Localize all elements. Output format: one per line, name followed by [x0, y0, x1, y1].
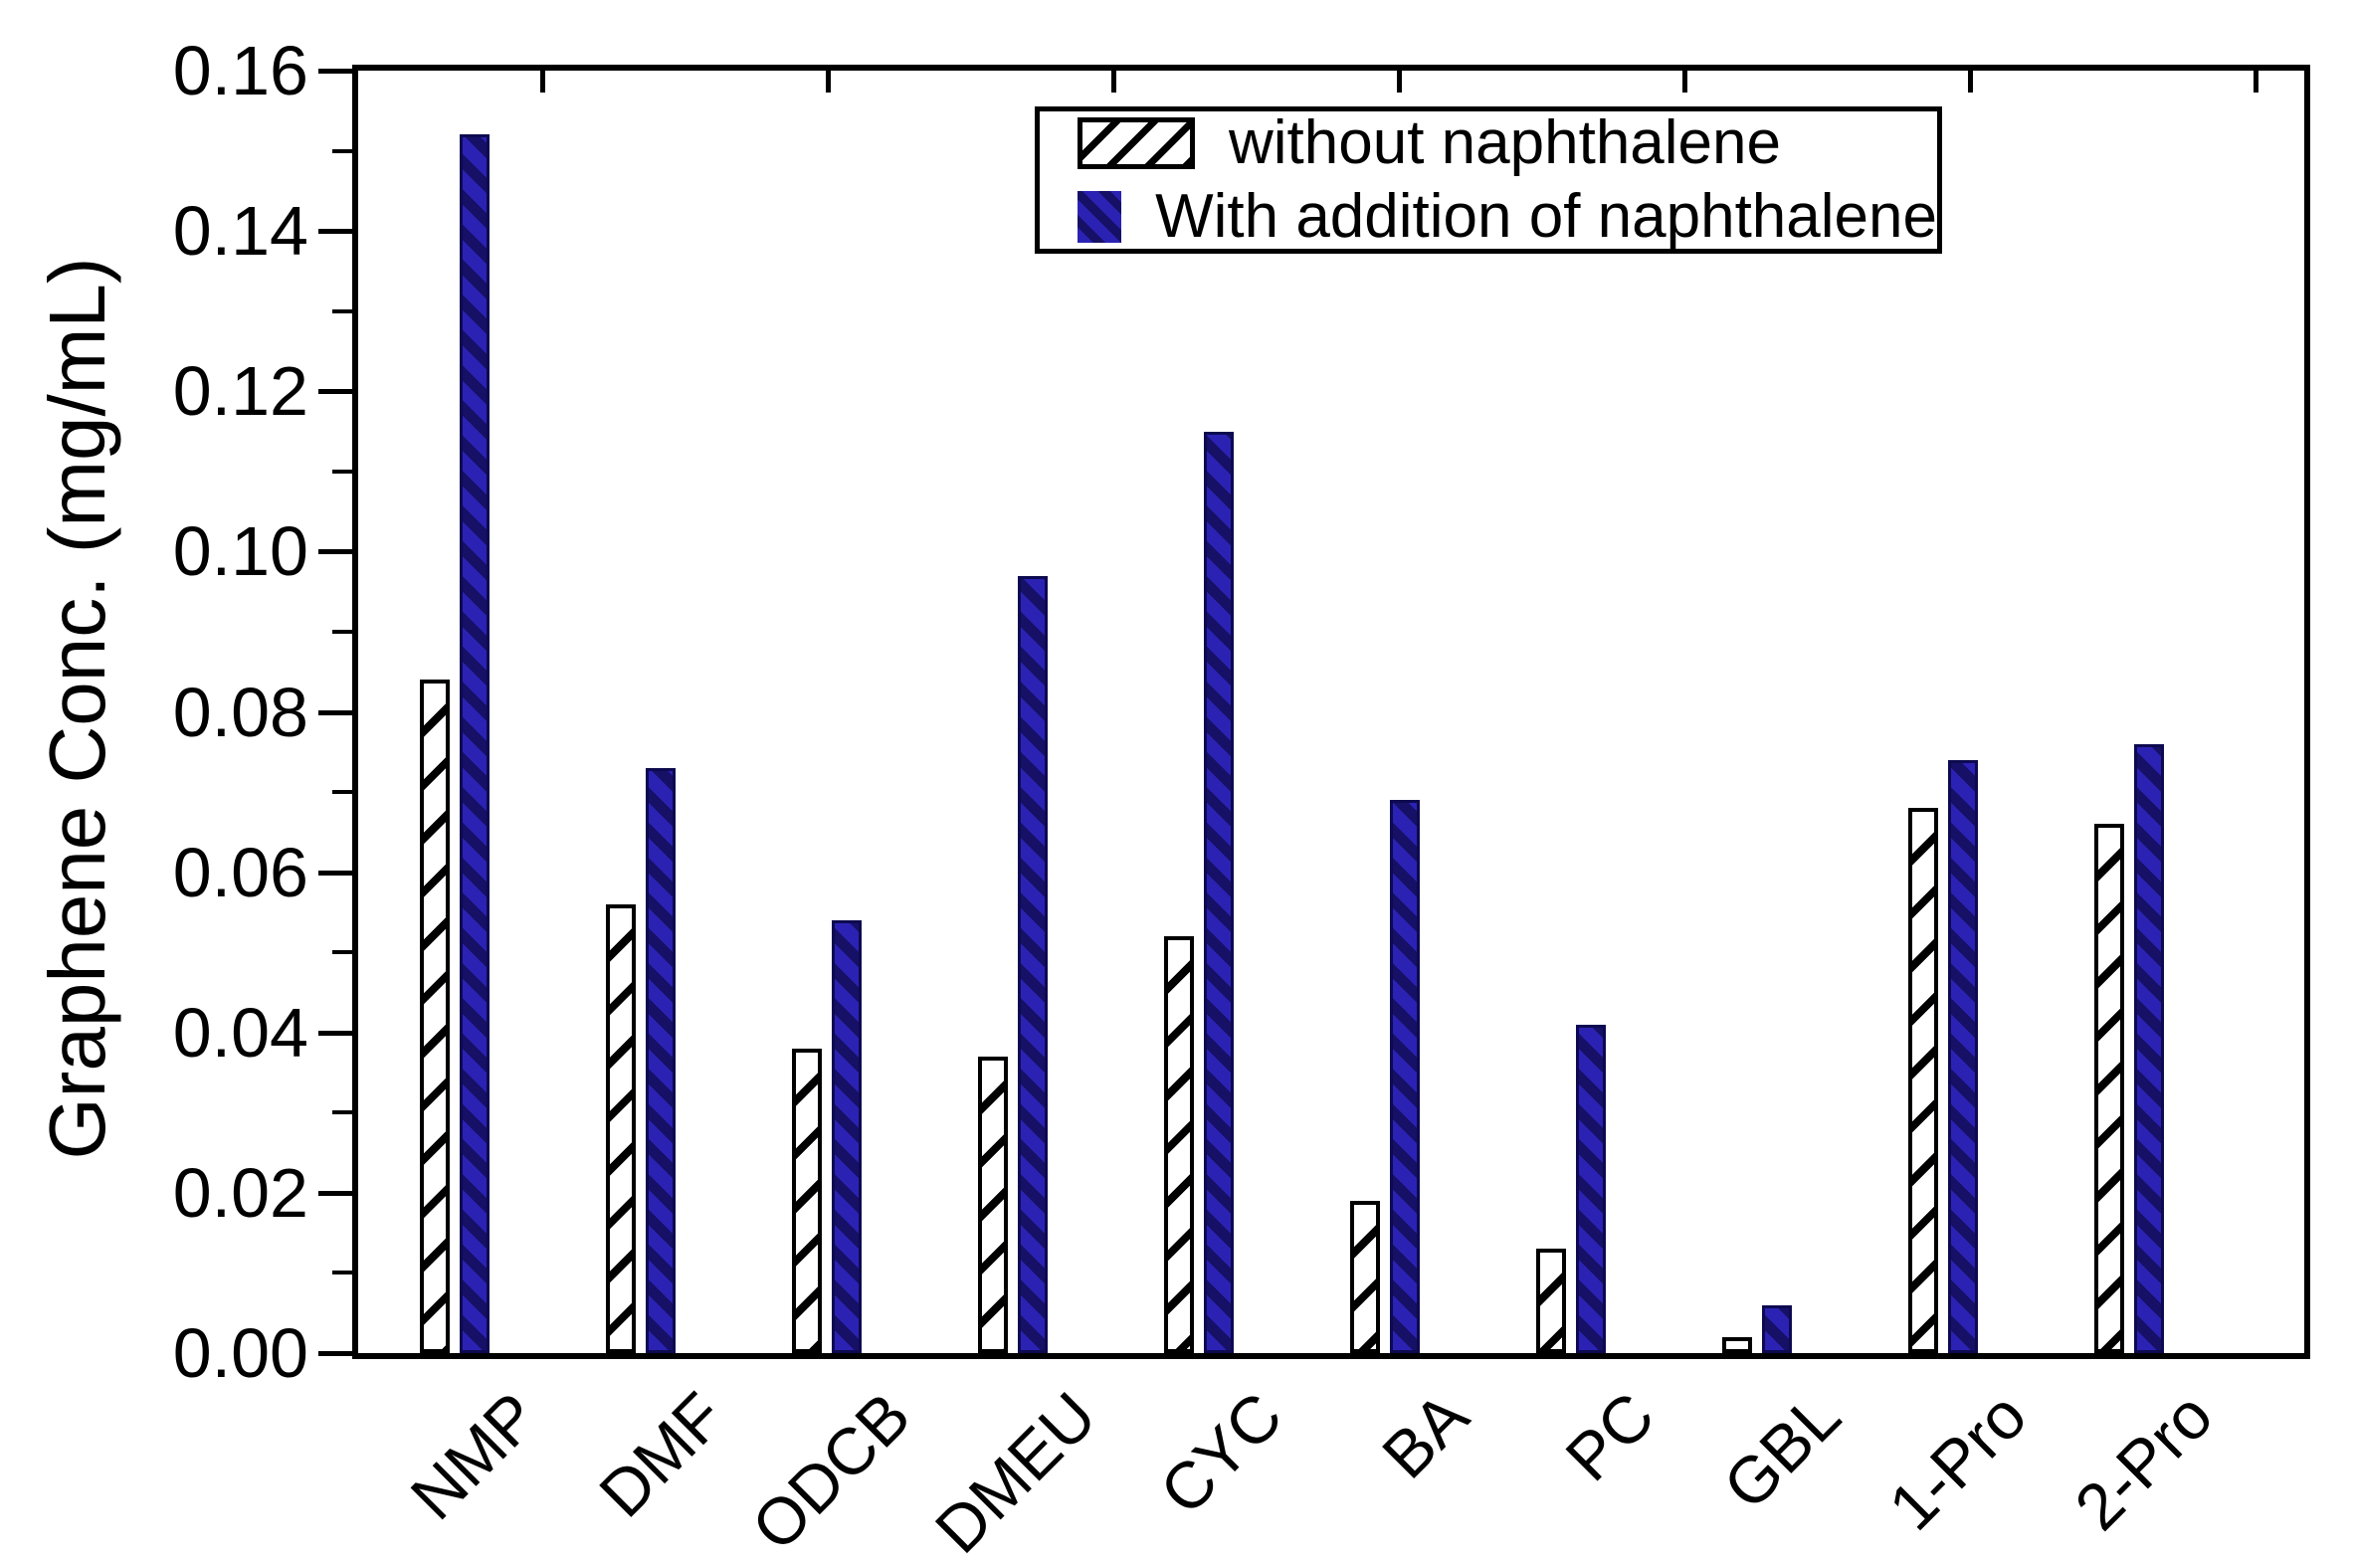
- bar-without-BA: [1350, 1201, 1380, 1353]
- x-tick-label-ODCB: ODCB: [737, 1378, 924, 1565]
- y-minor-tick: [332, 950, 352, 955]
- top-axis-tick: [1397, 71, 1402, 93]
- x-tick-label-GBL: GBL: [1708, 1378, 1855, 1523]
- y-minor-tick: [332, 629, 352, 634]
- legend-label-without: without naphthalene: [1229, 108, 1782, 177]
- bar-with-DMEU: [1018, 576, 1048, 1353]
- y-tick-label: 0.02: [172, 1153, 308, 1232]
- y-tick-label: 0.16: [172, 32, 308, 109]
- top-axis-tick: [826, 71, 831, 93]
- bar-with-ODCB: [832, 920, 862, 1353]
- y-tick-label: 0.12: [172, 352, 308, 431]
- top-axis-tick: [2254, 71, 2258, 93]
- y-minor-tick: [332, 790, 352, 795]
- bar-with-CYC: [1204, 432, 1234, 1353]
- y-tick-label: 0.00: [172, 1314, 308, 1392]
- legend: without naphthalene With addition of nap…: [1035, 106, 1942, 254]
- bar-without-DMF: [606, 904, 636, 1353]
- y-major-tick: [318, 870, 352, 876]
- x-tick-label-CYC: CYC: [1145, 1378, 1296, 1529]
- x-tick-label-BA: BA: [1367, 1378, 1482, 1492]
- bar-with-GBL: [1762, 1305, 1792, 1353]
- x-tick-label-2-Pro: 2-Pro: [2060, 1378, 2227, 1544]
- bar-with-NMP: [460, 134, 490, 1353]
- x-tick-label-DMEU: DMEU: [920, 1378, 1110, 1567]
- bar-without-PC: [1536, 1249, 1566, 1353]
- y-minor-tick: [332, 148, 352, 153]
- legend-label-with: With addition of naphthalene: [1155, 182, 1937, 251]
- top-axis-tick: [1968, 71, 1973, 93]
- legend-item-with: With addition of naphthalene: [1078, 185, 1937, 249]
- y-major-tick: [318, 389, 352, 395]
- bar-without-GBL: [1722, 1337, 1752, 1353]
- bar-with-DMF: [646, 768, 676, 1353]
- y-major-tick: [318, 229, 352, 235]
- y-minor-tick: [332, 1110, 352, 1115]
- x-tick-label-DMF: DMF: [585, 1378, 738, 1531]
- legend-swatch-without-hatch-icon: [1078, 117, 1195, 169]
- bar-without-DMEU: [978, 1057, 1008, 1353]
- legend-item-without: without naphthalene: [1078, 111, 1937, 175]
- y-major-tick: [318, 549, 352, 555]
- y-major-tick: [318, 69, 352, 74]
- y-tick-label: 0.06: [172, 833, 308, 911]
- bar-without-ODCB: [792, 1049, 822, 1353]
- y-tick-label: 0.08: [172, 673, 308, 751]
- top-axis-tick: [1682, 71, 1687, 93]
- plot-area: 0.00 0.02 0.04 0.06 0.08 0.10 0.12 0.14 0.16 NMP D…: [173, 36, 2310, 1567]
- x-tick-label-1-Pro: 1-Pro: [1874, 1378, 2041, 1544]
- bar-with-1-Pro: [1948, 760, 1978, 1353]
- y-minor-tick: [332, 308, 352, 313]
- y-tick-label: 0.10: [172, 512, 308, 591]
- bar-without-1-Pro: [1908, 808, 1938, 1353]
- bar-with-PC: [1576, 1025, 1606, 1353]
- bar-with-BA: [1390, 800, 1420, 1353]
- x-tick-label-PC: PC: [1551, 1378, 1668, 1495]
- y-major-tick: [318, 1190, 352, 1196]
- y-minor-tick: [332, 469, 352, 474]
- y-tick-label: 0.04: [172, 993, 308, 1072]
- x-tick-label-NMP: NMP: [396, 1378, 552, 1534]
- bar-without-CYC: [1164, 936, 1194, 1353]
- top-axis-tick: [540, 71, 545, 93]
- legend-swatch-with-hatch-icon: [1078, 191, 1122, 243]
- bar-without-2-Pro: [2094, 824, 2124, 1353]
- bar-without-NMP: [420, 680, 450, 1353]
- y-tick-label: 0.14: [172, 192, 308, 271]
- bar-with-2-Pro: [2134, 744, 2164, 1353]
- y-major-tick: [318, 709, 352, 715]
- y-minor-tick: [332, 1271, 352, 1275]
- y-major-tick: [318, 1030, 352, 1036]
- top-axis-tick: [1111, 71, 1116, 93]
- y-major-tick: [318, 1351, 352, 1356]
